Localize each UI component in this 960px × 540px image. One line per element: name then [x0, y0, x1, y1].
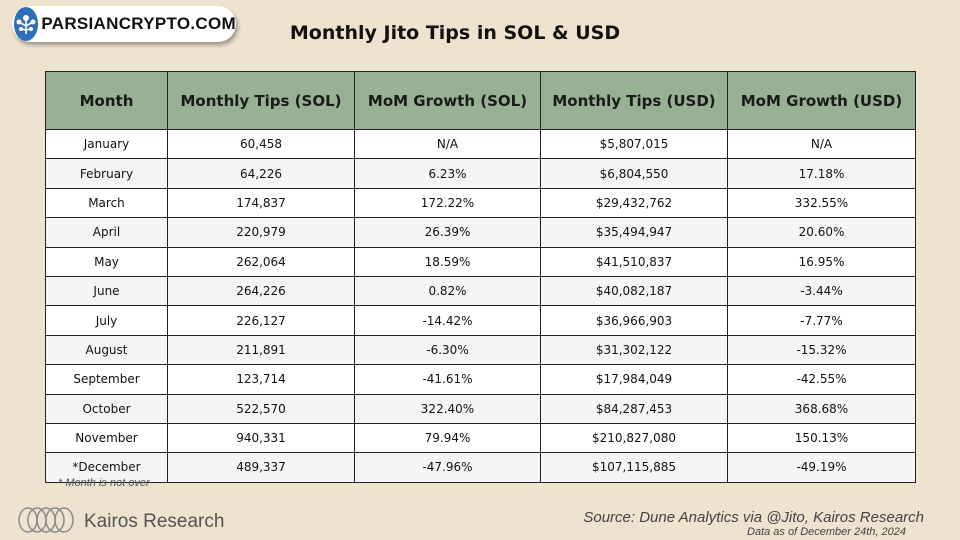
cell-growth-usd: 20.60%: [727, 217, 916, 248]
cell-month: July: [45, 305, 168, 336]
cell-month: April: [45, 217, 168, 248]
table-row: *December 489,337 -47.96% $107,115,885 -…: [45, 452, 916, 483]
table-row: January 60,458 N/A $5,807,015 N/A: [45, 128, 916, 160]
cell-growth-sol: N/A: [354, 128, 541, 160]
cell-tips-usd: $5,807,015: [540, 128, 728, 160]
cell-tips-sol: 64,226: [167, 158, 355, 189]
cell-growth-usd: 368.68%: [727, 393, 916, 424]
cell-month: March: [45, 187, 168, 219]
cell-tips-sol: 522,570: [167, 393, 355, 424]
cell-tips-sol: 123,714: [167, 364, 355, 395]
tree-icon: [14, 7, 39, 41]
kairos-rings-icon: [18, 507, 76, 537]
table-row: October 522,570 322.40% $84,287,453 368.…: [45, 393, 916, 424]
cell-month: *December: [45, 452, 168, 483]
cell-tips-usd: $210,827,080: [540, 422, 728, 454]
cell-tips-sol: 940,331: [167, 422, 355, 454]
cell-growth-usd: -15.32%: [727, 334, 916, 366]
table-row: March 174,837 172.22% $29,432,762 332.55…: [45, 187, 916, 219]
cell-tips-usd: $40,082,187: [540, 275, 728, 307]
cell-tips-usd: $6,804,550: [540, 158, 728, 189]
header-mom-growth-sol: MoM Growth (SOL): [354, 71, 541, 130]
cell-tips-usd: $84,287,453: [540, 393, 728, 424]
cell-growth-sol: 0.82%: [354, 275, 541, 307]
cell-growth-usd: -49.19%: [727, 452, 916, 483]
cell-tips-usd: $31,302,122: [540, 334, 728, 366]
cell-month: November: [45, 422, 168, 454]
cell-growth-sol: 172.22%: [354, 187, 541, 219]
cell-growth-usd: -3.44%: [727, 275, 916, 307]
cell-tips-sol: 211,891: [167, 334, 355, 366]
cell-month: October: [45, 393, 168, 424]
cell-tips-usd: $35,494,947: [540, 217, 728, 248]
table-header-row: Month Monthly Tips (SOL) MoM Growth (SOL…: [45, 71, 916, 130]
table-row: May 262,064 18.59% $41,510,837 16.95%: [45, 246, 916, 277]
table-row: June 264,226 0.82% $40,082,187 -3.44%: [45, 275, 916, 307]
cell-month: August: [45, 334, 168, 366]
cell-tips-sol: 489,337: [167, 452, 355, 483]
cell-growth-usd: 332.55%: [727, 187, 916, 219]
cell-tips-usd: $17,984,049: [540, 364, 728, 395]
data-as-of-note: Data as of December 24th, 2024: [747, 526, 906, 538]
badge-text: PARSIANCRYPTO.COM: [41, 14, 236, 33]
header-monthly-tips-usd: Monthly Tips (USD): [540, 71, 728, 130]
table-row: August 211,891 -6.30% $31,302,122 -15.32…: [45, 334, 916, 366]
cell-tips-sol: 226,127: [167, 305, 355, 336]
cell-growth-sol: 79.94%: [354, 422, 541, 454]
table-row: April 220,979 26.39% $35,494,947 20.60%: [45, 217, 916, 248]
cell-tips-sol: 60,458: [167, 128, 355, 160]
cell-tips-sol: 262,064: [167, 246, 355, 277]
cell-tips-sol: 220,979: [167, 217, 355, 248]
cell-growth-usd: 16.95%: [727, 246, 916, 277]
page-title: Monthly Jito Tips in SOL & USD: [289, 22, 621, 44]
cell-month: January: [45, 128, 168, 160]
cell-growth-sol: -47.96%: [354, 452, 541, 483]
cell-growth-usd: 17.18%: [727, 158, 916, 189]
cell-month: June: [45, 275, 168, 307]
cell-tips-sol: 264,226: [167, 275, 355, 307]
table-row: September 123,714 -41.61% $17,984,049 -4…: [45, 364, 916, 395]
cell-growth-sol: 322.40%: [354, 393, 541, 424]
cell-month: September: [45, 364, 168, 395]
table-row: November 940,331 79.94% $210,827,080 150…: [45, 422, 916, 454]
table-row: July 226,127 -14.42% $36,966,903 -7.77%: [45, 305, 916, 336]
cell-growth-sol: 26.39%: [354, 217, 541, 248]
cell-growth-usd: -7.77%: [727, 305, 916, 336]
cell-growth-usd: 150.13%: [727, 422, 916, 454]
cell-growth-sol: -41.61%: [354, 364, 541, 395]
source-note: Source: Dune Analytics via @Jito, Kairos…: [583, 509, 924, 526]
cell-month: May: [45, 246, 168, 277]
cell-growth-sol: 6.23%: [354, 158, 541, 189]
kairos-logo: Kairos Research: [18, 507, 224, 537]
cell-growth-sol: -14.42%: [354, 305, 541, 336]
cell-tips-sol: 174,837: [167, 187, 355, 219]
footnote: * Month is not over: [58, 477, 150, 489]
tips-table: Month Monthly Tips (SOL) MoM Growth (SOL…: [45, 71, 916, 483]
cell-growth-usd: -42.55%: [727, 364, 916, 395]
cell-growth-sol: 18.59%: [354, 246, 541, 277]
table-row: February 64,226 6.23% $6,804,550 17.18%: [45, 158, 916, 189]
cell-tips-usd: $29,432,762: [540, 187, 728, 219]
header-monthly-tips-sol: Monthly Tips (SOL): [167, 71, 355, 130]
cell-tips-usd: $36,966,903: [540, 305, 728, 336]
cell-tips-usd: $107,115,885: [540, 452, 728, 483]
header-mom-growth-usd: MoM Growth (USD): [727, 71, 916, 130]
header-month: Month: [45, 71, 168, 130]
kairos-logo-text: Kairos Research: [84, 511, 225, 532]
parsiancrypto-badge[interactable]: PARSIANCRYPTO.COM: [12, 6, 236, 42]
cell-growth-usd: N/A: [727, 128, 916, 160]
cell-month: February: [45, 158, 168, 189]
cell-tips-usd: $41,510,837: [540, 246, 728, 277]
cell-growth-sol: -6.30%: [354, 334, 541, 366]
